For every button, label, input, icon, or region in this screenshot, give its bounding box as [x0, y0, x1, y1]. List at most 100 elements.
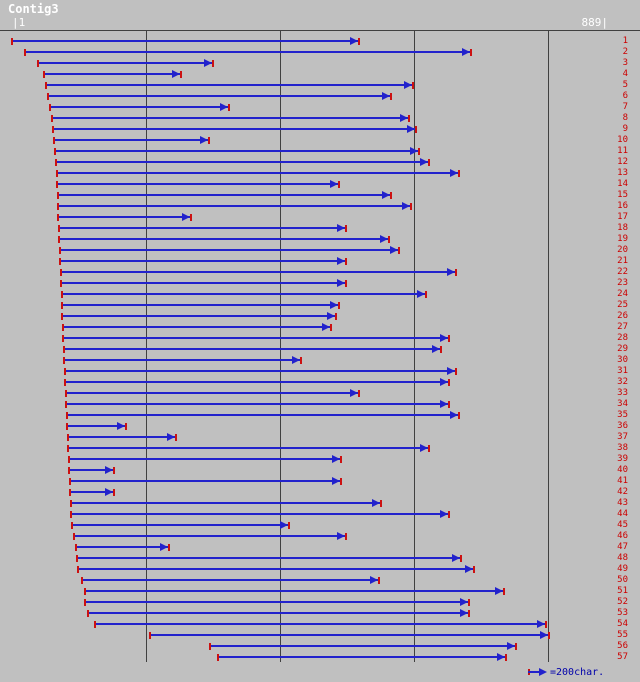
- arrowhead-icon: [402, 202, 410, 210]
- read-arrow[interactable]: [58, 235, 390, 244]
- read-end-tick: [428, 159, 430, 166]
- read-arrow[interactable]: [63, 345, 442, 354]
- read-arrow[interactable]: [11, 37, 360, 46]
- read-arrow[interactable]: [62, 323, 332, 332]
- read-arrow[interactable]: [59, 257, 347, 266]
- read-arrow[interactable]: [84, 587, 505, 596]
- read-arrow[interactable]: [87, 609, 470, 618]
- read-arrow[interactable]: [66, 411, 460, 420]
- read-arrow[interactable]: [60, 279, 347, 288]
- read-arrow[interactable]: [65, 400, 450, 409]
- read-arrow[interactable]: [70, 499, 382, 508]
- read-id-label: 40: [617, 465, 628, 475]
- read-arrow[interactable]: [67, 444, 430, 453]
- read-arrow[interactable]: [59, 246, 400, 255]
- read-arrow[interactable]: [56, 169, 460, 178]
- read-start-tick: [62, 335, 64, 342]
- read-id-label: 5: [622, 80, 628, 90]
- read-arrow[interactable]: [47, 92, 392, 101]
- read-arrow[interactable]: [53, 136, 210, 145]
- read-id-label: 23: [617, 278, 628, 288]
- read-arrow[interactable]: [49, 103, 230, 112]
- read-start-tick: [68, 456, 70, 463]
- arrowhead-icon: [372, 499, 380, 507]
- read-end-tick: [473, 566, 475, 573]
- arrowhead-icon: [447, 367, 455, 375]
- read-arrow[interactable]: [52, 125, 417, 134]
- read-arrow[interactable]: [81, 576, 380, 585]
- read-id-label: 17: [617, 212, 628, 222]
- read-arrow[interactable]: [61, 301, 340, 310]
- read-arrow[interactable]: [24, 48, 472, 57]
- arrowhead-icon: [322, 323, 330, 331]
- read-arrow[interactable]: [54, 147, 420, 156]
- arrowhead-icon: [410, 147, 418, 155]
- read-end-tick: [455, 368, 457, 375]
- read-line: [63, 315, 335, 317]
- read-arrow[interactable]: [67, 433, 177, 442]
- read-end-tick: [390, 192, 392, 199]
- read-start-tick: [66, 423, 68, 430]
- read-arrow[interactable]: [61, 312, 337, 321]
- read-arrow[interactable]: [209, 642, 517, 651]
- page-title: Contig3: [8, 2, 59, 16]
- read-line: [78, 557, 460, 559]
- read-arrow[interactable]: [94, 620, 547, 629]
- read-id-label: 41: [617, 476, 628, 486]
- read-arrow[interactable]: [61, 290, 427, 299]
- read-end-tick: [505, 654, 507, 661]
- read-arrow[interactable]: [66, 422, 127, 431]
- read-start-tick: [61, 313, 63, 320]
- read-arrow[interactable]: [68, 455, 342, 464]
- read-start-tick: [51, 115, 53, 122]
- read-start-tick: [67, 445, 69, 452]
- read-end-tick: [425, 291, 427, 298]
- read-start-tick: [77, 566, 79, 573]
- read-arrow[interactable]: [65, 389, 360, 398]
- read-id-label: 21: [617, 256, 628, 266]
- read-arrow[interactable]: [37, 59, 214, 68]
- read-start-tick: [73, 533, 75, 540]
- read-arrow[interactable]: [73, 532, 347, 541]
- read-end-tick: [515, 643, 517, 650]
- read-arrow[interactable]: [77, 565, 475, 574]
- read-arrow[interactable]: [69, 488, 115, 497]
- read-start-tick: [57, 192, 59, 199]
- read-arrow[interactable]: [64, 378, 450, 387]
- read-arrow[interactable]: [62, 334, 450, 343]
- arrowhead-icon: [447, 268, 455, 276]
- read-arrow[interactable]: [58, 224, 347, 233]
- read-arrow[interactable]: [51, 114, 410, 123]
- read-arrow[interactable]: [84, 598, 470, 607]
- read-line: [61, 249, 398, 251]
- read-arrow[interactable]: [68, 466, 115, 475]
- read-end-tick: [358, 38, 360, 45]
- read-arrow[interactable]: [76, 554, 462, 563]
- read-arrow[interactable]: [55, 158, 430, 167]
- read-arrow[interactable]: [60, 268, 457, 277]
- read-id-label: 6: [622, 91, 628, 101]
- read-arrow[interactable]: [64, 367, 457, 376]
- read-arrow[interactable]: [75, 543, 170, 552]
- read-arrow[interactable]: [57, 202, 412, 211]
- read-start-tick: [55, 159, 57, 166]
- read-start-tick: [94, 621, 96, 628]
- read-arrow[interactable]: [149, 631, 550, 640]
- read-arrow[interactable]: [71, 521, 290, 530]
- read-id-label: 8: [622, 113, 628, 123]
- read-end-tick: [458, 170, 460, 177]
- read-arrow[interactable]: [56, 180, 340, 189]
- arrowhead-icon: [172, 70, 180, 78]
- read-arrow[interactable]: [69, 477, 342, 486]
- read-arrow[interactable]: [70, 510, 450, 519]
- read-arrow[interactable]: [217, 653, 507, 662]
- read-end-tick: [455, 269, 457, 276]
- read-arrow[interactable]: [45, 81, 414, 90]
- read-arrow[interactable]: [63, 356, 302, 365]
- read-line: [79, 568, 473, 570]
- arrowhead-icon: [400, 114, 408, 122]
- read-arrow[interactable]: [43, 70, 182, 79]
- read-arrow[interactable]: [57, 213, 192, 222]
- read-arrow[interactable]: [57, 191, 392, 200]
